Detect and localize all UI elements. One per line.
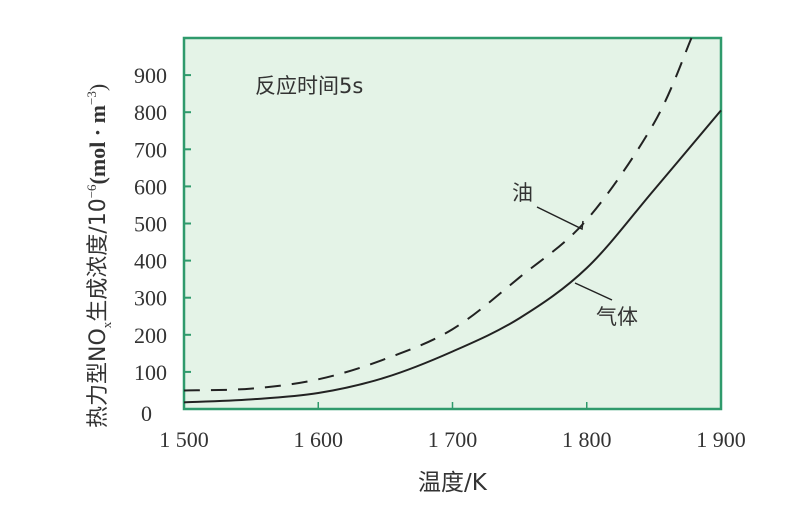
y-tick-label: 0 [141,401,152,426]
y-tick-label: 200 [134,323,167,348]
x-axis-label: 温度/K [418,470,488,496]
y-label-unit-sup: −3 [84,91,99,105]
y-tick-label: 500 [134,212,167,237]
y-label-close: ) [85,84,110,91]
svg-text:热力型NOx生成浓度/10−6(mol · m−3): 热力型NOx生成浓度/10−6(mol · m−3) [84,84,114,428]
x-tick-label: 1 600 [294,427,344,452]
x-tick-label: 1 900 [696,427,746,452]
leader-line-oil [536,206,584,231]
y-label-main: 热力型NO [86,328,111,428]
y-axis-ticks: 0 100 200 300 400 500 600 700 800 900 [134,63,191,426]
x-tick-label: 1 500 [159,427,209,452]
y-label-sup: −6 [84,184,99,198]
y-label-sub: x [99,321,114,328]
y-tick-label: 600 [134,174,167,199]
y-label-unit: (mol · m [85,105,110,184]
series-line-oil [183,37,693,392]
annotation-reaction-time: 反应时间5s [255,74,363,98]
leader-line-gas [574,282,613,301]
x-axis-ticks: 1 500 1 600 1 700 1 800 1 900 [159,402,746,452]
y-tick-label: 800 [134,100,167,125]
x-tick-label: 1 700 [428,427,478,452]
y-tick-label: 100 [134,360,167,385]
y-tick-label: 700 [134,137,167,162]
series-group [183,37,722,404]
series-label-gas: 气体 [596,305,638,329]
y-tick-label: 300 [134,286,167,311]
y-tick-label: 400 [134,249,167,274]
y-axis-label: 热力型NOx生成浓度/10−6(mol · m−3) [84,84,114,428]
plot-area [182,36,723,411]
series-line-gas [183,109,722,404]
series-label-oil: 油 [512,181,533,205]
y-tick-label: 900 [134,63,167,88]
y-label-rest: 生成浓度/10 [86,198,111,321]
x-tick-label: 1 800 [562,427,612,452]
